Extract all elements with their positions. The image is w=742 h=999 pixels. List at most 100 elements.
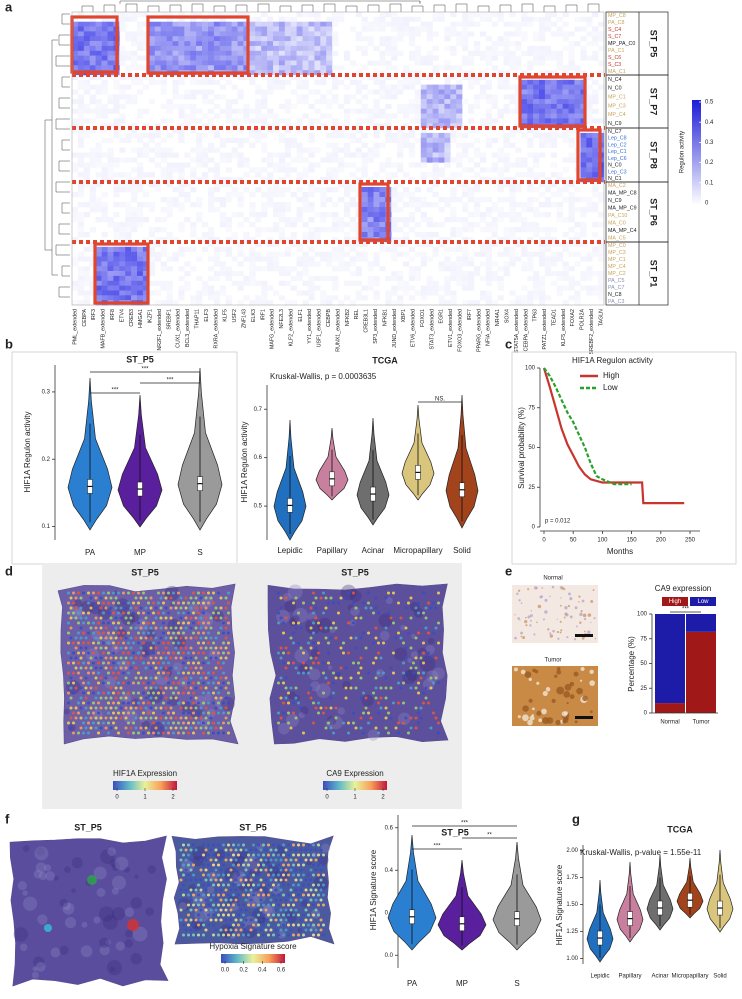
x-tick-label: 0 [542, 538, 546, 544]
spot [159, 606, 163, 610]
ihc-texture [581, 599, 585, 603]
heatmap-cell [89, 50, 96, 56]
spot [114, 646, 118, 650]
spot [379, 706, 383, 710]
heatmap-cell [261, 212, 268, 218]
bar-segment [655, 614, 685, 704]
spot [152, 631, 155, 635]
spot [114, 666, 118, 670]
heatmap-cell [586, 55, 593, 61]
spot [337, 611, 340, 615]
heatmap-cell [509, 55, 516, 61]
heatmap-cell [479, 152, 487, 158]
heatmap-cell [550, 142, 557, 148]
spot [84, 686, 88, 690]
heatmap-cell [261, 75, 268, 81]
spot [159, 686, 163, 690]
heatmap-cell [113, 295, 120, 301]
heatmap-cell [178, 132, 185, 139]
spot [344, 666, 348, 670]
ihc-texture [569, 681, 575, 687]
heatmap-cell [101, 26, 108, 32]
heatmap-cell [444, 36, 451, 42]
spot [282, 651, 285, 655]
spot [179, 616, 183, 620]
heatmap-cell [95, 261, 102, 267]
heatmap-cell [462, 237, 469, 243]
heatmap-cell [101, 113, 108, 119]
heatmap-cell [95, 197, 102, 203]
spot [182, 701, 185, 705]
heatmap-cell [391, 300, 398, 306]
heatmap-cell [485, 275, 492, 281]
heatmap-cell [462, 222, 469, 228]
heatmap-cell [332, 94, 339, 100]
heatmap-cell [462, 167, 469, 173]
heatmap-cell [568, 142, 575, 148]
spot [142, 691, 145, 695]
heatmap-cell [379, 84, 386, 90]
heatmap-cell [119, 182, 126, 188]
heatmap-cell [95, 280, 102, 286]
heatmap-cell [479, 89, 487, 95]
heatmap-cell [550, 99, 557, 105]
heatmap-cell [178, 162, 185, 168]
spot [114, 716, 118, 720]
heatmap-cell [196, 295, 203, 301]
spot [312, 601, 315, 605]
tissue-texture [111, 875, 126, 890]
heatmap-cell [131, 60, 138, 66]
plot-title: TCGA [372, 355, 398, 365]
heatmap-cell [83, 177, 90, 183]
heatmap-cell [160, 237, 167, 243]
heatmap-cell [77, 182, 85, 188]
spot [164, 676, 168, 680]
heatmap-cell [249, 16, 256, 22]
heatmap-cell [190, 118, 197, 124]
heatmap-cell [527, 182, 534, 188]
heatmap-cell [107, 108, 114, 114]
spot [132, 641, 135, 645]
heatmap-cell [89, 207, 96, 213]
heatmap-cell [568, 103, 575, 109]
heatmap-cell [373, 192, 380, 198]
row-label: Lep_C1 [608, 149, 627, 155]
row-label: N_C0 [608, 163, 622, 169]
heatmap-cell [178, 295, 185, 301]
heatmap-cell [574, 197, 581, 203]
heatmap-cell [397, 103, 404, 109]
heatmap-cell [521, 84, 528, 90]
spot [142, 681, 145, 685]
heatmap-cell [326, 103, 333, 109]
heatmap-cell [296, 84, 303, 90]
column-label: ETV4 [119, 309, 125, 322]
heatmap-cell [432, 251, 439, 257]
y-tick-label: 50 [528, 445, 535, 451]
heatmap-cell [72, 31, 79, 37]
heatmap-cell [314, 108, 321, 114]
significance-label: *** [141, 367, 149, 373]
heatmap-cell [83, 50, 90, 56]
heatmap-cell [391, 162, 398, 168]
heatmap-cell [491, 207, 498, 213]
ihc-texture [517, 617, 520, 620]
row-label: MP_C0 [608, 243, 626, 249]
heatmap-cell [414, 94, 421, 100]
spot [74, 636, 78, 640]
heatmap-cell [77, 21, 85, 27]
heatmap-cell [213, 172, 221, 178]
heatmap-cell [119, 202, 126, 208]
spot [219, 686, 223, 690]
panel-letter: d [5, 563, 13, 578]
spot [104, 636, 108, 640]
heatmap-cell [485, 295, 492, 301]
heatmap-cell [426, 285, 433, 291]
scale-bar [575, 634, 593, 637]
column-label: ELF3 [204, 309, 210, 322]
heatmap-cell [568, 65, 575, 71]
heatmap-cell [83, 172, 90, 178]
heatmap-cell [261, 132, 268, 139]
cluster-label: ST_P5 [649, 30, 659, 58]
spot [209, 676, 213, 680]
heatmap-cell [509, 261, 516, 267]
